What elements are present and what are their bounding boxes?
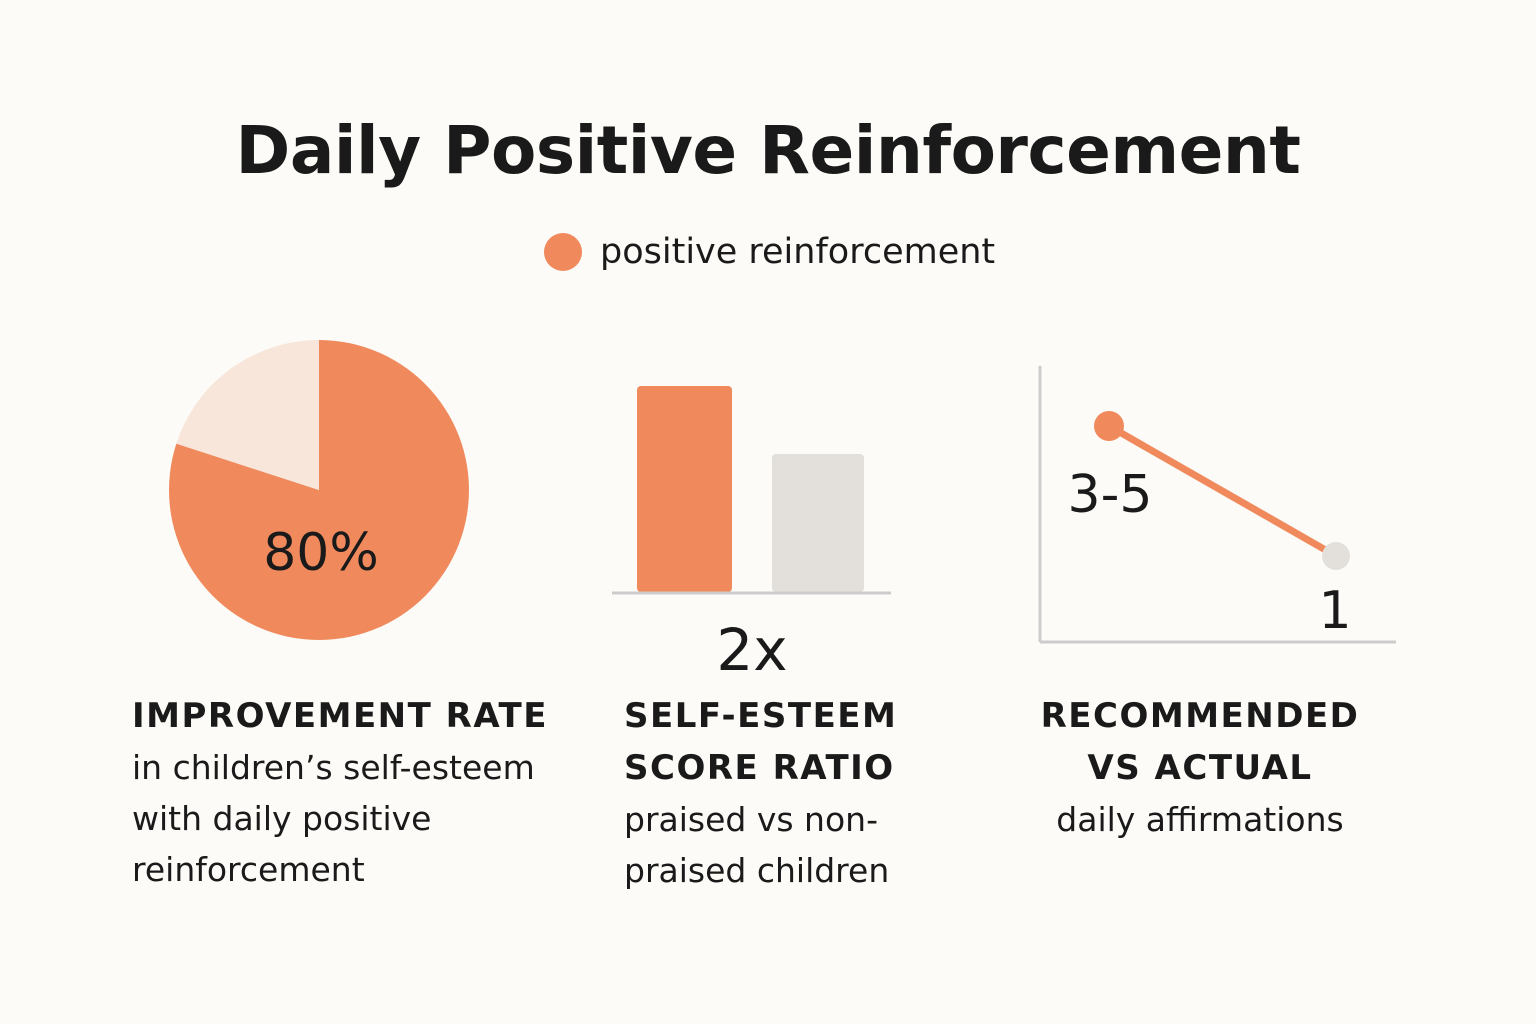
- caption-heading-line1: RECOMMENDED: [1040, 696, 1360, 736]
- legend: positive reinforcement: [544, 232, 995, 272]
- page-title: Daily Positive Reinforcement: [235, 112, 1301, 189]
- pie-slice-main: [169, 340, 469, 641]
- caption-improvement: IMPROVEMENT RATE in children’s self-este…: [132, 690, 552, 895]
- point-recommended: [1094, 411, 1124, 441]
- caption-heading: IMPROVEMENT RATE: [132, 696, 548, 736]
- pie-chart: 80%: [169, 340, 469, 641]
- caption-text: in children’s self-esteem with daily pos…: [132, 748, 535, 889]
- caption-heading-line1: SELF-ESTEEM: [624, 696, 898, 736]
- point-label-recommended: 3-5: [1068, 465, 1153, 525]
- bar-ratio-label: 2x: [716, 616, 787, 684]
- legend-dot-icon: [544, 233, 582, 271]
- caption-affirmations: RECOMMENDED VS ACTUAL daily affirmations: [1000, 690, 1400, 845]
- caption-heading-line2: VS ACTUAL: [1087, 748, 1313, 788]
- line-chart: 3-5 1: [1038, 366, 1396, 644]
- bar-praised: [637, 386, 732, 592]
- bar-chart: 2x: [612, 386, 891, 684]
- caption-text: daily affirmations: [1056, 800, 1344, 839]
- point-actual: [1322, 542, 1350, 570]
- bar-non-praised: [772, 454, 864, 592]
- caption-score-ratio: SELF-ESTEEM SCORE RATIO praised vs non-p…: [624, 690, 924, 896]
- caption-text: praised vs non-praised children: [624, 800, 890, 890]
- line-series: [1105, 422, 1340, 560]
- legend-label: positive reinforcement: [600, 232, 996, 272]
- pie-center-label: 80%: [263, 523, 379, 583]
- pie-slice-remainder: [176, 340, 319, 490]
- point-label-actual: 1: [1318, 581, 1351, 641]
- caption-heading-line2: SCORE RATIO: [624, 748, 895, 788]
